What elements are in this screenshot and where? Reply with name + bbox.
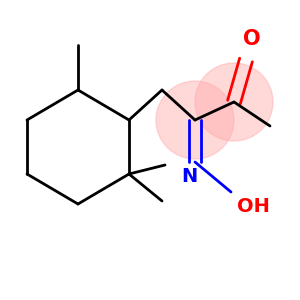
Text: N: N xyxy=(181,167,197,187)
Text: O: O xyxy=(243,29,261,49)
Circle shape xyxy=(195,63,273,141)
Text: OH: OH xyxy=(237,197,270,217)
Circle shape xyxy=(156,81,234,159)
